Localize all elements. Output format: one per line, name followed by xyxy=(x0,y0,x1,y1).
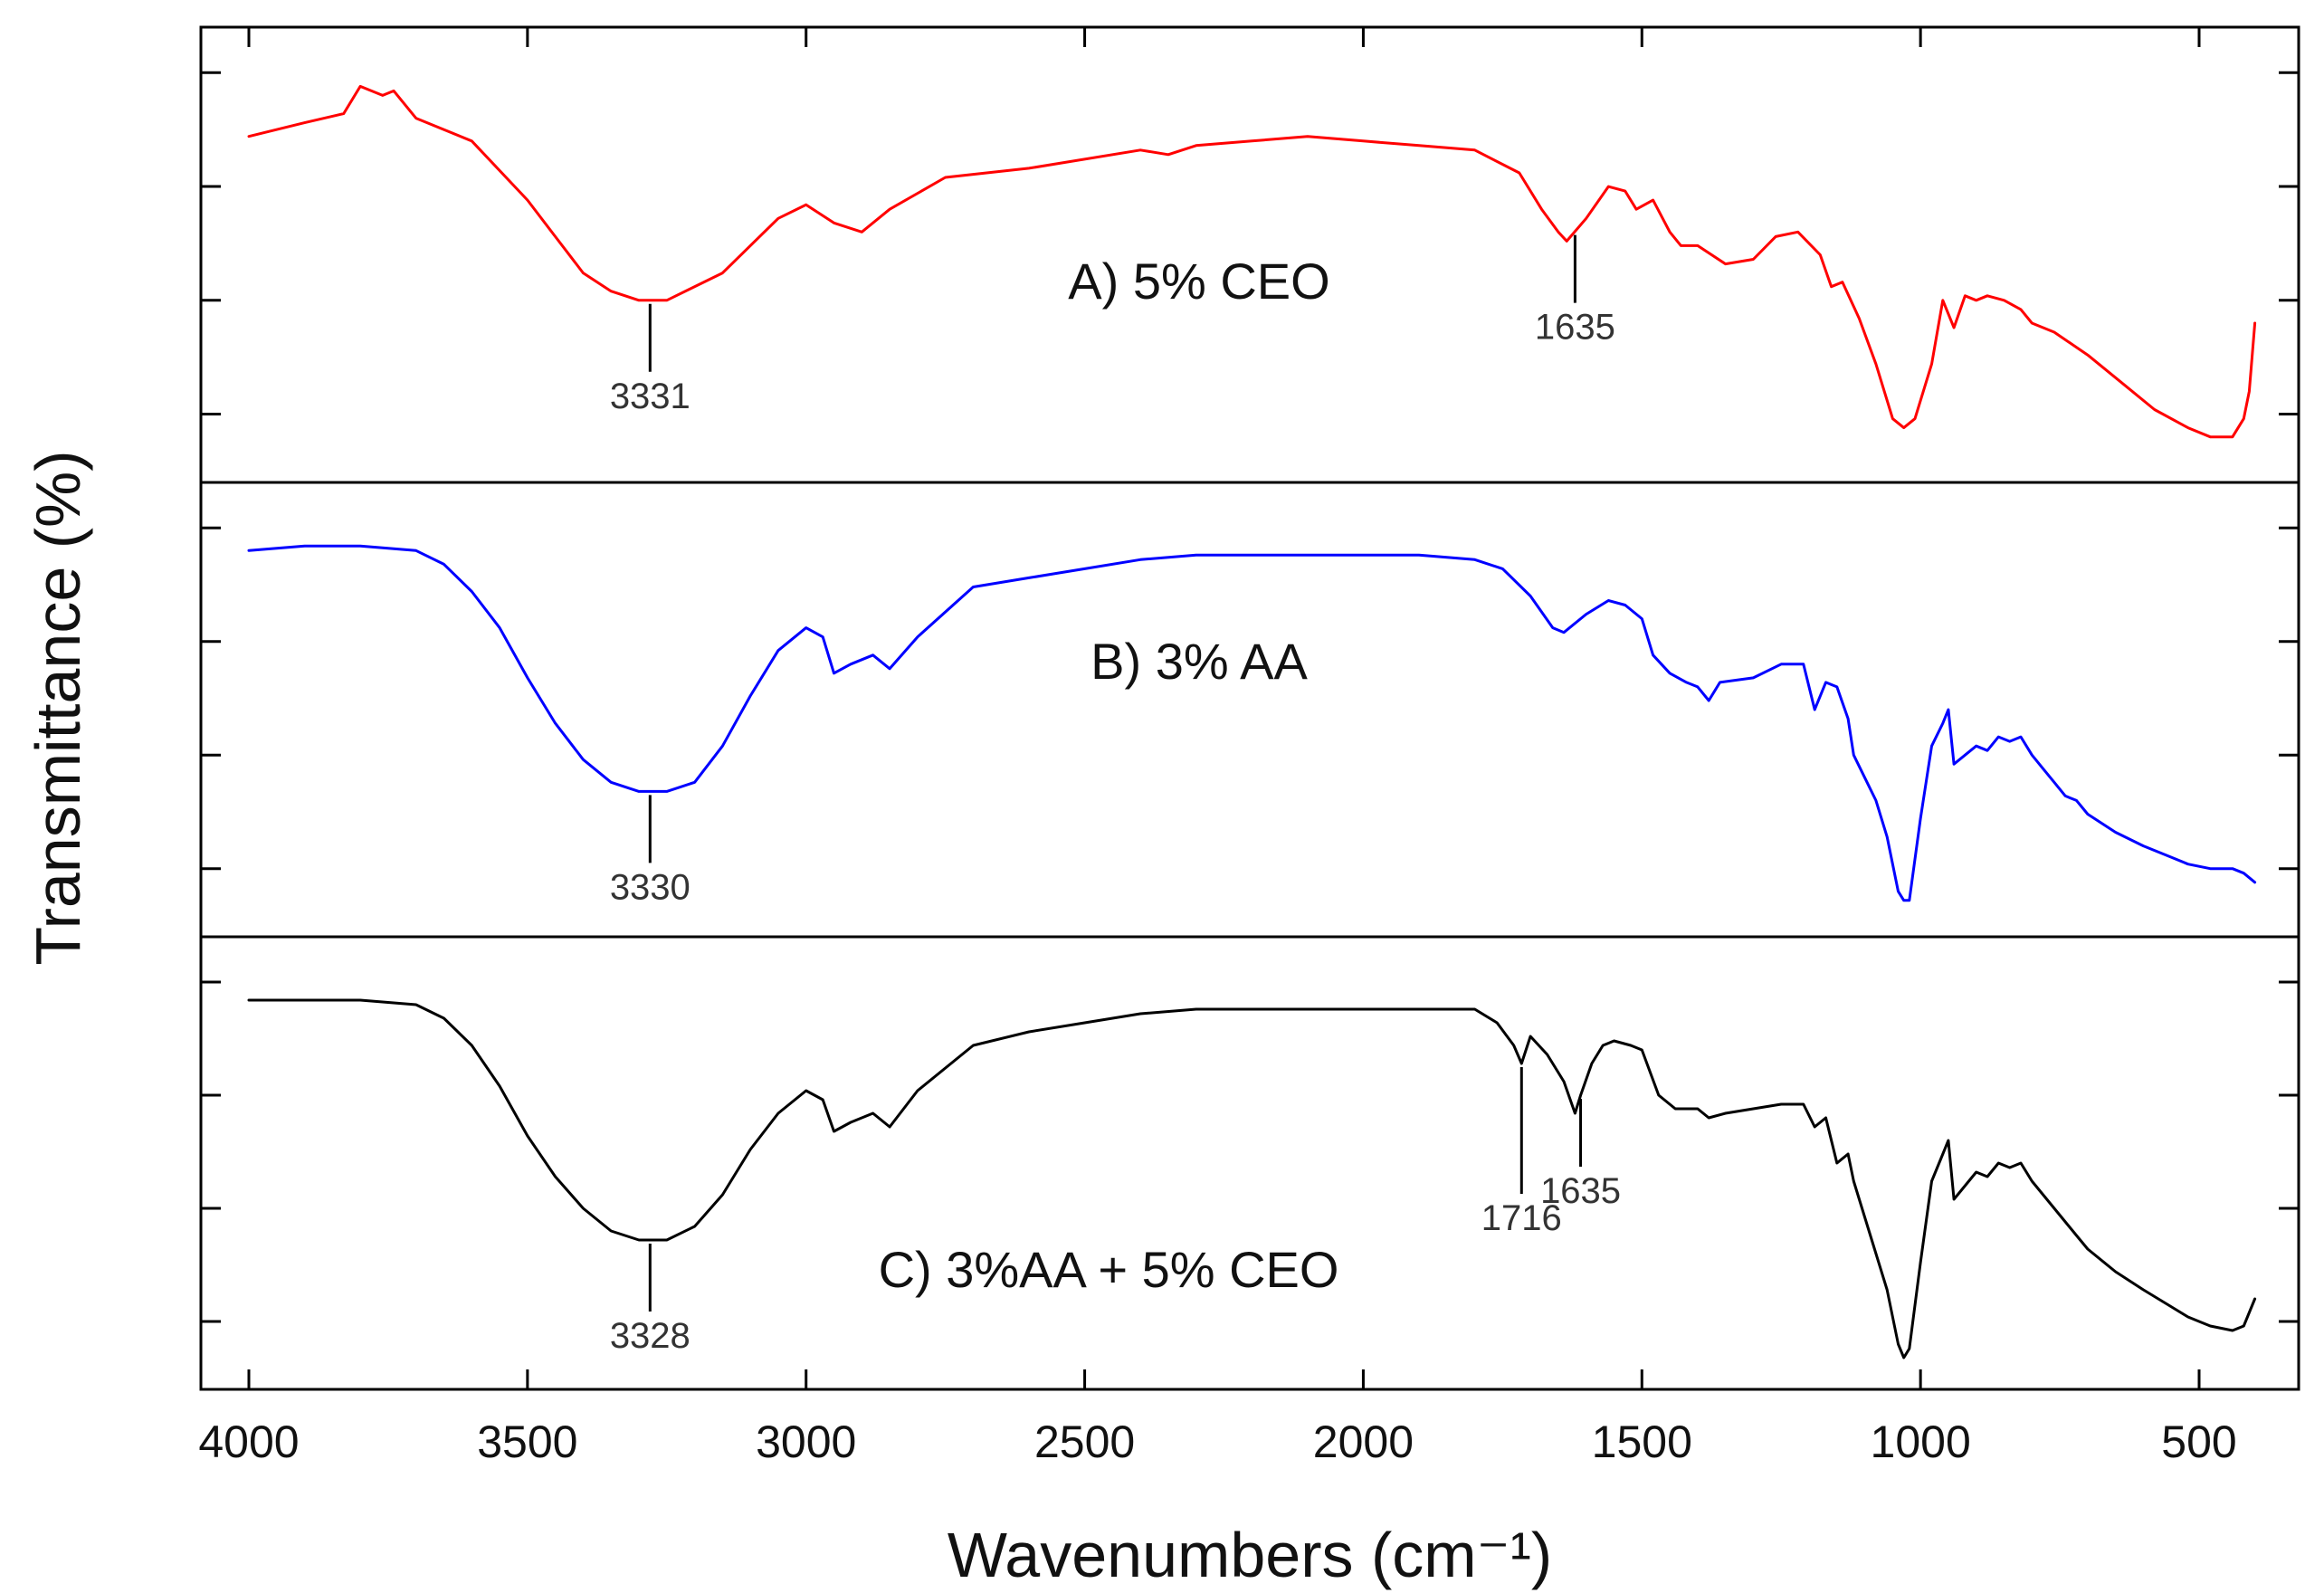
peak-label: 3330 xyxy=(610,867,691,907)
peak-label: 1716 xyxy=(1481,1198,1562,1238)
panel-labels: A) 5% CEO B) 3% AA C) 3%AA + 5% CEO xyxy=(879,253,1339,1298)
peak-label: 3328 xyxy=(610,1316,691,1356)
spectrum-line-3 xyxy=(247,998,2257,1359)
panel-label-3: C) 3%AA + 5% CEO xyxy=(879,1241,1339,1298)
x-tick-label: 4000 xyxy=(198,1417,299,1467)
y-axis-title: Transmittance (%) xyxy=(23,450,93,965)
peak-label: 1635 xyxy=(1535,308,1615,348)
axis-ticks xyxy=(201,27,2299,1389)
spectrum-line-2 xyxy=(247,544,2257,902)
x-tick-label: 3000 xyxy=(756,1417,856,1467)
panel-label-1: A) 5% CEO xyxy=(1068,253,1329,310)
x-tick-label: 1000 xyxy=(1871,1417,1971,1467)
x-tick-labels: 4000 3500 3000 2500 2000 1500 1000 500 xyxy=(198,1417,2236,1467)
x-tick-label: 2500 xyxy=(1034,1417,1135,1467)
x-tick-label: 2000 xyxy=(1313,1417,1414,1467)
peak-label: 3331 xyxy=(610,377,691,416)
spectrum-line-1 xyxy=(247,84,2257,439)
x-axis-title: Wavenumbers (cm⁻¹) xyxy=(948,1520,1552,1590)
panel-label-2: B) 3% AA xyxy=(1091,633,1308,690)
plot-frame xyxy=(199,25,2300,1391)
x-tick-label: 3500 xyxy=(477,1417,577,1467)
spectra xyxy=(247,84,2257,1359)
x-tick-label: 500 xyxy=(2161,1417,2236,1467)
peak-label: 1635 xyxy=(1540,1171,1621,1211)
x-tick-label: 1500 xyxy=(1592,1417,1692,1467)
